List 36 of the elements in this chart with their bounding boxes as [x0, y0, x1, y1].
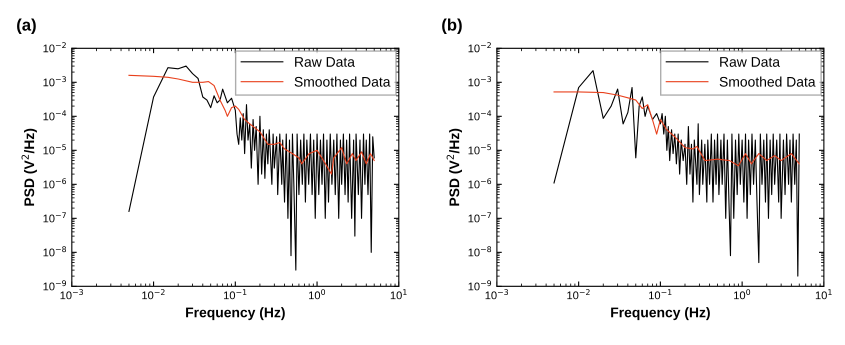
x-axis-title: Frequency (Hz) [186, 307, 285, 320]
y-tick-label: 10$^{−5}$ [468, 144, 491, 154]
y-tick-label: 10$^{−2}$ [43, 42, 66, 52]
x-tick-label: 10$^{−2}$ [567, 289, 590, 300]
y-tick-label: 10$^{−4}$ [468, 110, 492, 120]
y-tick-label: 10$^{−3}$ [468, 76, 492, 86]
y-tick-label: 10$^{−8}$ [468, 246, 492, 256]
x-tick-label: 10$^{−1}$ [224, 289, 246, 300]
x-tick-label: 10$^{−1}$ [649, 289, 672, 300]
x-tick-label: 10$^{1}$ [390, 289, 407, 300]
x-axis-title: Frequency (Hz) [611, 307, 710, 320]
chart-title: (b) [442, 18, 462, 34]
legend-label: Smoothed Data [294, 76, 390, 87]
y-tick-label: 10$^{−8}$ [43, 246, 66, 256]
legend-label: Smoothed Data [720, 76, 816, 87]
y-tick-label: 10$^{−2}$ [468, 42, 491, 52]
y-tick-label: 10$^{−5}$ [43, 144, 66, 154]
y-tick-label: 10$^{−7}$ [43, 212, 66, 222]
y-tick-label: 10$^{−9}$ [43, 280, 66, 290]
x-tick-label: 10$^{−2}$ [142, 289, 165, 300]
x-tick-label: 10$^{−3}$ [486, 289, 508, 300]
y-tick-label: 10$^{−6}$ [43, 178, 66, 188]
y-axis-title: PSD (V$^{2}$/Hz) [446, 128, 462, 206]
x-tick-label: 10$^{1}$ [816, 289, 832, 300]
chart-title: (a) [17, 18, 36, 34]
legend-label: Raw Data [295, 57, 355, 67]
y-tick-label: 10$^{−7}$ [468, 212, 491, 222]
x-tick-label: 10$^{0}$ [309, 289, 326, 300]
x-tick-label: 10$^{−3}$ [60, 289, 83, 300]
x-tick-label: 10$^{0}$ [734, 289, 750, 300]
legend-label: Raw Data [720, 57, 780, 67]
y-tick-label: 10$^{−6}$ [468, 178, 492, 188]
y-tick-label: 10$^{−4}$ [43, 110, 66, 120]
y-tick-label: 10$^{−3}$ [43, 76, 66, 86]
y-tick-label: 10$^{−9}$ [468, 280, 492, 290]
y-axis-title: PSD (V$^{2}$/Hz) [22, 128, 37, 206]
